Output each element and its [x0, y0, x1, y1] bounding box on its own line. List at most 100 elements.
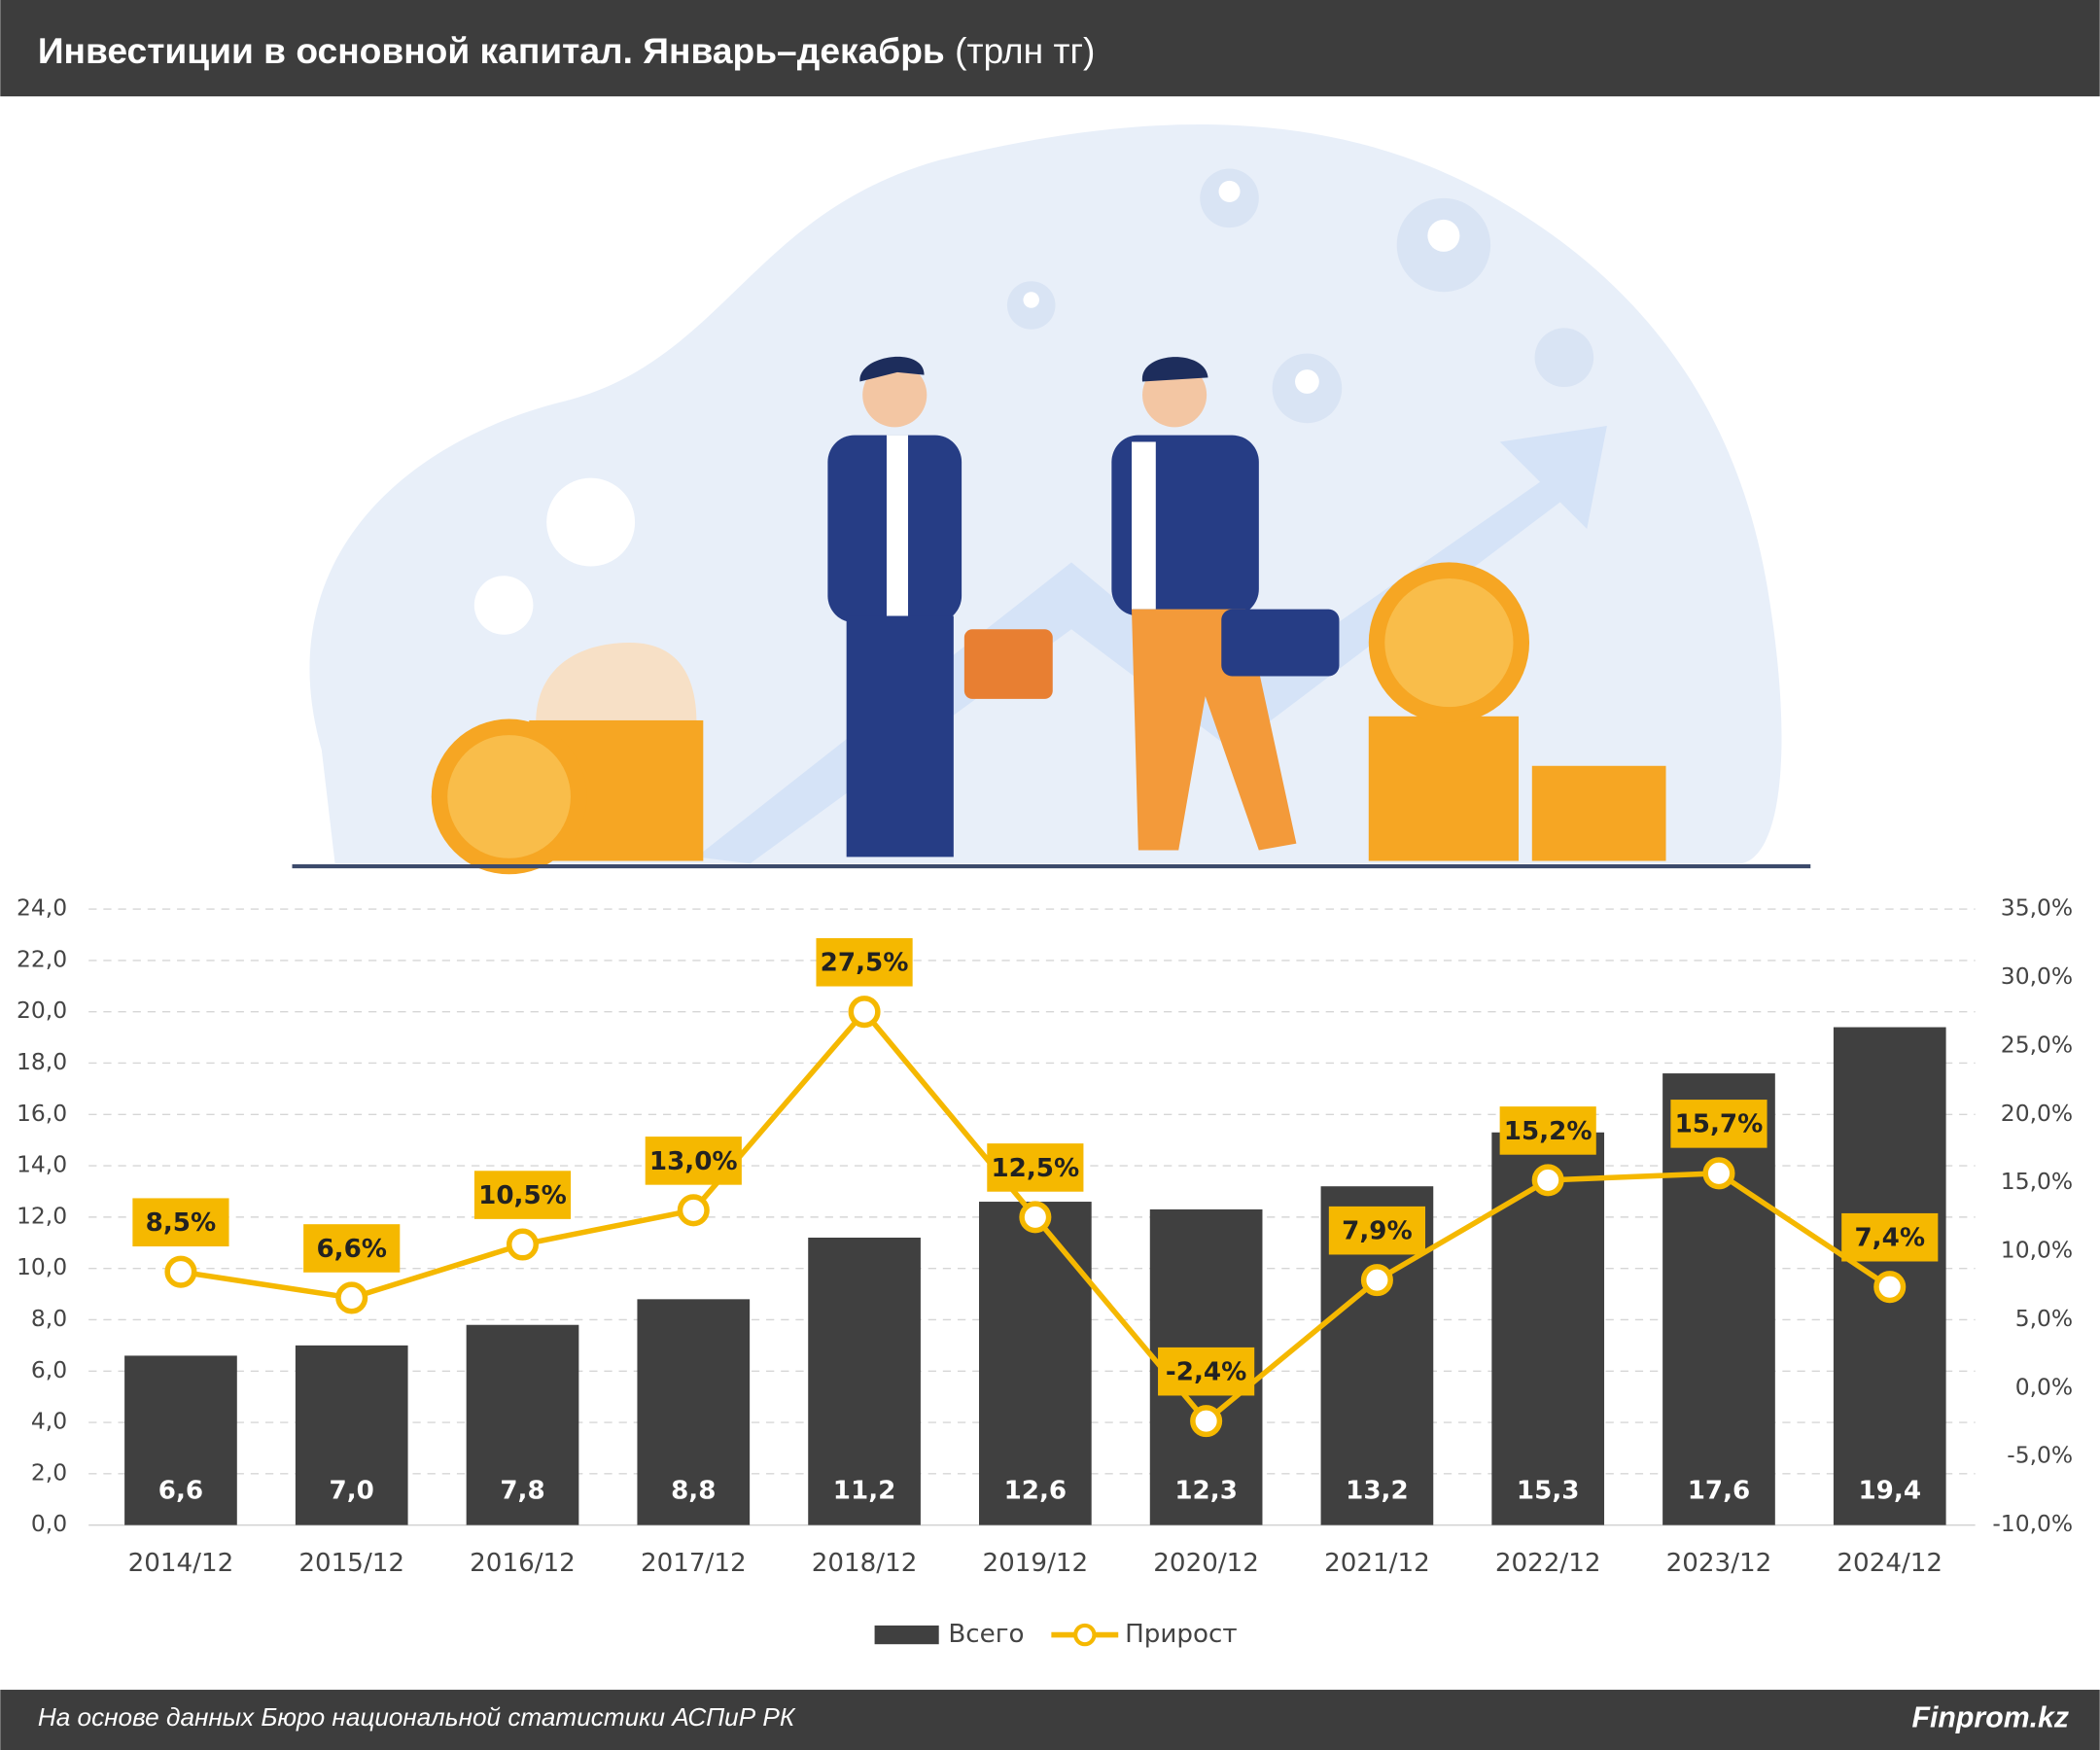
- y-tick-label: 12,0: [17, 1202, 67, 1229]
- bar-value-label: 17,6: [1688, 1477, 1751, 1506]
- y-tick-label: 4,0: [31, 1408, 67, 1435]
- y-tick-label: 8,0: [31, 1305, 67, 1332]
- line-value-label: 13,0%: [649, 1147, 738, 1176]
- y-tick-label: 24,0: [17, 894, 67, 922]
- x-tick-label: 2019/12: [983, 1549, 1089, 1578]
- y-tick-label: 0,0: [31, 1510, 67, 1537]
- label-box: [303, 1224, 401, 1273]
- label-box: [1670, 1100, 1768, 1148]
- line-point: [1873, 1271, 1907, 1304]
- bar-value-label: 8,8: [671, 1477, 716, 1506]
- label-box: [1328, 1206, 1425, 1255]
- bar: [979, 1202, 1092, 1525]
- y2-tick-label: 0,0%: [2015, 1373, 2073, 1400]
- line-value-label: 7,4%: [1854, 1224, 1925, 1253]
- line-point: [506, 1228, 540, 1261]
- y-tick-label: 20,0: [17, 997, 67, 1024]
- title-bar: [0, 0, 2100, 97]
- y2-tick-label: 30,0%: [2001, 962, 2073, 990]
- label-box: [1841, 1212, 1939, 1262]
- bar-value-label: 6,6: [158, 1477, 203, 1506]
- bar: [1662, 1073, 1775, 1525]
- line-point: [335, 1281, 368, 1314]
- label-box: [816, 937, 913, 987]
- bar-value-label: 13,2: [1346, 1477, 1409, 1506]
- x-tick-label: 2023/12: [1666, 1549, 1772, 1578]
- bar-value-label: 12,3: [1174, 1477, 1238, 1506]
- x-tick-label: 2022/12: [1495, 1549, 1601, 1578]
- bar-value-label: 7,0: [330, 1477, 374, 1506]
- bar: [466, 1324, 579, 1525]
- bar: [808, 1237, 921, 1525]
- y2-tick-label: -5,0%: [2007, 1442, 2073, 1469]
- line-value-label: -2,4%: [1166, 1358, 1246, 1387]
- line-value-label: 8,5%: [146, 1208, 217, 1238]
- label-box: [1158, 1347, 1255, 1396]
- brand: Finprom.kz: [1912, 1701, 2070, 1733]
- line-point: [1190, 1405, 1223, 1438]
- x-tick-label: 2015/12: [298, 1549, 404, 1578]
- line-point: [1019, 1201, 1052, 1234]
- x-tick-label: 2016/12: [470, 1549, 576, 1578]
- x-tick-label: 2017/12: [641, 1549, 747, 1578]
- y2-tick-label: 5,0%: [2015, 1305, 2073, 1332]
- bar-value-label: 15,3: [1517, 1477, 1580, 1506]
- label-box: [645, 1137, 742, 1185]
- line-point: [1702, 1157, 1735, 1190]
- legend-swatch: [874, 1625, 939, 1645]
- plot-area: 0,0 2,0 4,0 6,0 8,0 10,0 12,0 14,0 16,0 18,0 20,0 2…: [17, 894, 2073, 1649]
- label-box: [1499, 1106, 1596, 1155]
- line-value-label: 15,2%: [1504, 1117, 1592, 1146]
- footer-bar: [0, 1690, 2100, 1750]
- chart-subtitle: (трлн тг): [955, 30, 1095, 71]
- line-point: [848, 996, 881, 1029]
- legend-label: Всего: [948, 1620, 1024, 1649]
- source: На основе данных Бюро национальной стати…: [38, 1702, 796, 1732]
- bar: [124, 1355, 237, 1525]
- y-tick-label: 6,0: [31, 1356, 67, 1383]
- line-point: [1360, 1264, 1393, 1297]
- x-tick-label: 2021/12: [1324, 1549, 1430, 1578]
- bar: [637, 1299, 751, 1525]
- bar-value-label: 11,2: [833, 1477, 896, 1506]
- line-value-label: 27,5%: [821, 949, 909, 978]
- x-tick-label: 2014/12: [128, 1549, 234, 1578]
- y2-tick-label: 15,0%: [2001, 1168, 2073, 1195]
- y-tick-label: 2,0: [31, 1458, 67, 1486]
- line-value-label: 6,6%: [316, 1235, 387, 1264]
- title-line: Инвестиции в основной капитал. Январь–де…: [38, 30, 1096, 71]
- y-tick-label: 18,0: [17, 1048, 67, 1075]
- x-tick-label: 2018/12: [812, 1549, 918, 1578]
- illustration: [292, 124, 1811, 875]
- bar: [295, 1345, 408, 1525]
- chart-title: Инвестиции в основной капитал. Январь–де…: [38, 30, 945, 71]
- line-value-label: 10,5%: [478, 1181, 567, 1210]
- y2-tick-label: 25,0%: [2001, 1031, 2073, 1058]
- y-tick-label: 10,0: [17, 1253, 67, 1280]
- line-value-label: 15,7%: [1675, 1110, 1764, 1139]
- y-tick-label: 16,0: [17, 1100, 67, 1127]
- label-box: [132, 1198, 229, 1247]
- label-box: [473, 1171, 572, 1219]
- line-value-label: 7,9%: [1342, 1217, 1413, 1246]
- bar-value-label: 12,6: [1004, 1477, 1068, 1506]
- y-tick-label: 22,0: [17, 945, 67, 972]
- bar-value-label: 19,4: [1858, 1477, 1921, 1506]
- x-tick-label: 2020/12: [1153, 1549, 1259, 1578]
- line-point: [677, 1194, 710, 1227]
- legend-label: Прирост: [1125, 1620, 1238, 1649]
- legend-swatch-marker: [1073, 1623, 1097, 1647]
- line-point: [164, 1255, 197, 1288]
- y-tick-label: 14,0: [17, 1151, 67, 1178]
- y2-tick-label: 10,0%: [2001, 1237, 2073, 1264]
- label-box: [987, 1143, 1084, 1192]
- y2-tick-label: 20,0%: [2001, 1100, 2073, 1127]
- line-value-label: 12,5%: [991, 1154, 1079, 1183]
- bar: [1491, 1132, 1605, 1525]
- line-point: [1531, 1164, 1564, 1197]
- y2-tick-label: 35,0%: [2001, 894, 2073, 922]
- y2-tick-label: -10,0%: [1992, 1510, 2073, 1537]
- bar-value-label: 7,8: [500, 1477, 544, 1506]
